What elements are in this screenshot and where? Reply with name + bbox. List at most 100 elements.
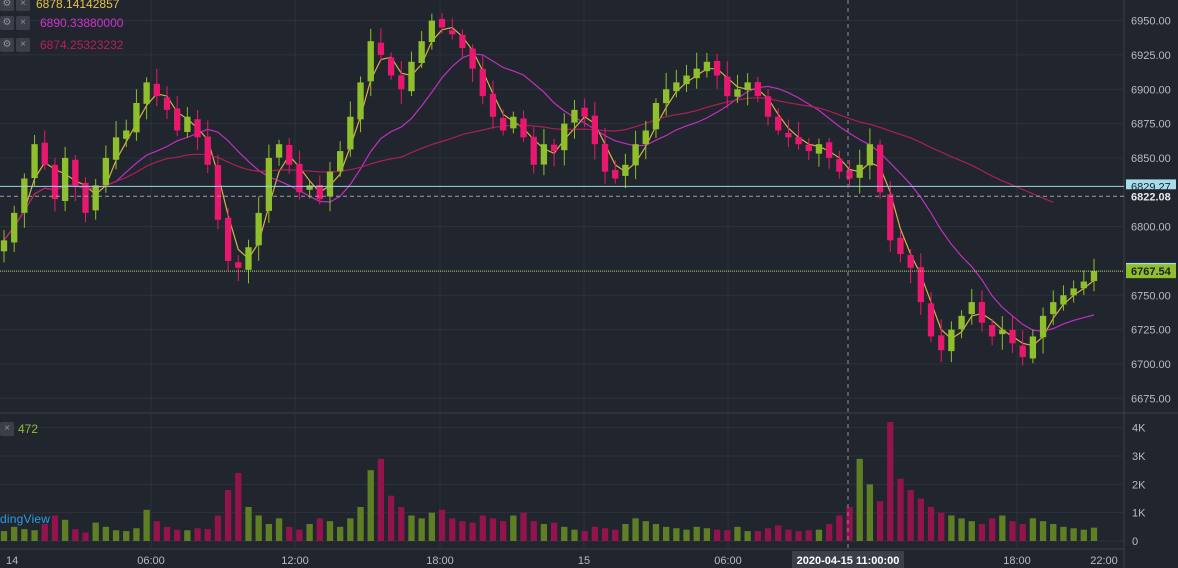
candle-body xyxy=(11,212,18,243)
settings-icon[interactable]: ⚙ xyxy=(0,0,14,11)
candle-body xyxy=(235,262,242,268)
candle-body xyxy=(856,164,863,178)
volume-bar xyxy=(21,529,28,541)
volume-bar xyxy=(550,522,558,541)
volume-bar xyxy=(1039,521,1047,541)
volume-bar xyxy=(866,484,874,541)
candle-body xyxy=(724,76,731,97)
volume-bar xyxy=(438,509,446,541)
volume-bar xyxy=(102,526,110,541)
candle-body xyxy=(978,301,986,323)
price-tick-label: 6950.00 xyxy=(1131,16,1171,28)
volume-bar xyxy=(0,531,8,541)
volume-bar xyxy=(612,529,619,541)
candle-body xyxy=(612,169,619,179)
candle-body xyxy=(754,82,761,97)
volume-bar xyxy=(235,473,242,541)
candle-body xyxy=(0,240,8,252)
candle-body xyxy=(469,48,476,69)
candle-body xyxy=(530,136,537,165)
settings-icon[interactable]: ⚙ xyxy=(0,38,14,52)
volume-bar xyxy=(591,526,598,541)
volume-bar xyxy=(897,478,904,541)
candle-body xyxy=(275,144,283,158)
volume-bar xyxy=(968,521,975,541)
candle-body xyxy=(82,182,89,213)
volume-bar xyxy=(1060,526,1067,541)
watermark: dingView xyxy=(0,512,51,526)
volume-bar xyxy=(683,529,690,541)
volume-bar xyxy=(296,529,303,541)
close-icon[interactable]: × xyxy=(16,0,30,11)
candle-body xyxy=(428,20,436,42)
volume-bar xyxy=(184,530,191,541)
candle-body xyxy=(255,212,262,246)
price-tick-label: 6700.00 xyxy=(1131,359,1171,371)
close-icon[interactable]: × xyxy=(0,422,14,436)
volume-tick-label: 4K xyxy=(1132,423,1146,435)
volume-bar xyxy=(907,490,914,541)
volume-tick-label: 1K xyxy=(1132,508,1146,520)
candle-body xyxy=(500,118,507,131)
price-tick-label: 6725.00 xyxy=(1131,325,1171,337)
candle-body xyxy=(1090,271,1098,282)
volume-bar xyxy=(510,515,517,541)
volume-bar xyxy=(978,524,986,541)
volume-bar xyxy=(214,515,222,541)
candle-body xyxy=(744,82,751,91)
candle-body xyxy=(377,42,385,55)
candle-body xyxy=(561,123,568,151)
candle-body xyxy=(652,103,660,130)
candle-body xyxy=(143,82,150,104)
volume-bar xyxy=(357,507,364,541)
volume-bar xyxy=(754,531,761,541)
volume-bar xyxy=(398,507,405,541)
candle-body xyxy=(571,109,578,123)
volume-bar xyxy=(194,528,201,541)
time-axis[interactable]: 14 06:00 12:00 18:00 15 06:00 18:00 22:00 xyxy=(6,555,1118,567)
candle-body xyxy=(438,19,446,28)
candle-body xyxy=(449,30,456,35)
volume-bar xyxy=(530,521,537,541)
volume-bar xyxy=(785,529,792,541)
candle-body xyxy=(775,116,782,131)
volume-bar xyxy=(316,518,323,541)
candle-body xyxy=(133,103,140,133)
candle-body xyxy=(214,165,222,220)
time-tick-label: 22:00 xyxy=(1090,555,1118,567)
volume-bar xyxy=(133,528,140,541)
candle-body xyxy=(683,75,690,85)
candle-body xyxy=(1070,288,1077,296)
volume-bar xyxy=(1070,528,1077,541)
volume-bar xyxy=(245,507,252,541)
candle-body xyxy=(948,329,955,352)
ma-slow-line xyxy=(3,97,1054,241)
settings-icon[interactable]: ⚙ xyxy=(0,16,14,30)
candle-body xyxy=(713,60,721,76)
volume-bar xyxy=(306,524,313,541)
crosshair-time-label: 2020-04-15 11:00:00 xyxy=(797,555,900,567)
volume-tick-label: 2K xyxy=(1132,479,1146,491)
volume-bar xyxy=(724,530,731,541)
volume-bar xyxy=(713,529,721,541)
candle-body xyxy=(1019,345,1026,358)
candle-body xyxy=(31,144,38,179)
candle-body xyxy=(408,61,415,92)
volume-bar xyxy=(387,495,395,541)
close-icon[interactable]: × xyxy=(16,16,30,30)
price-tick-label: 6800.00 xyxy=(1131,222,1171,234)
volume-axis: 4K 3K 2K 1K 0 xyxy=(1132,423,1146,548)
volume-bar xyxy=(286,526,293,541)
candle-body xyxy=(204,136,211,165)
candle-body xyxy=(398,75,405,90)
candle-body xyxy=(836,159,843,172)
candle-body xyxy=(673,82,680,92)
volume-bar xyxy=(561,526,568,541)
time-tick-label: 06:00 xyxy=(714,555,742,567)
candle-body xyxy=(907,255,914,268)
price-axis[interactable]: 6950.00 6925.00 6900.00 6875.00 6850.00 6800.… xyxy=(1131,16,1171,406)
close-icon[interactable]: × xyxy=(16,38,30,52)
volume-bar xyxy=(520,512,527,541)
